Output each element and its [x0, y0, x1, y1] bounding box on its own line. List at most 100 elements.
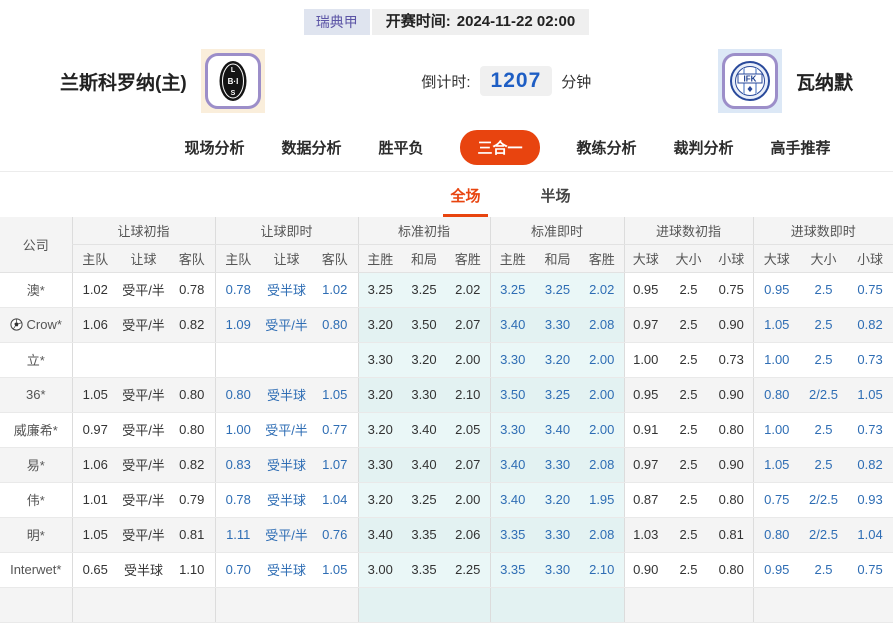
odds-cell[interactable]: 1.10	[169, 552, 215, 588]
company-cell[interactable]: 威廉希*	[0, 412, 72, 448]
odds-cell[interactable]: 0.87	[623, 482, 667, 518]
odds-cell[interactable]: 0.80	[169, 377, 215, 413]
company-cell[interactable]: 伟*	[0, 482, 72, 518]
odds-cell[interactable]: 3.40	[357, 517, 402, 553]
odds-cell[interactable]: 0.73	[710, 342, 754, 378]
odds-cell[interactable]: 0.70	[214, 552, 261, 588]
odds-cell[interactable]: 3.40	[489, 447, 535, 483]
odds-cell[interactable]: 3.30	[535, 552, 580, 588]
odds-cell[interactable]: 受平/半	[118, 482, 169, 518]
nav-tab-3[interactable]: 胜平负	[378, 140, 424, 157]
odds-cell[interactable]: 0.95	[752, 552, 801, 588]
odds-cell[interactable]: 2.5	[667, 412, 710, 448]
odds-cell[interactable]: 3.30	[357, 447, 402, 483]
odds-cell[interactable]: 1.04	[312, 482, 358, 518]
odds-cell[interactable]: 0.97	[71, 412, 118, 448]
odds-cell[interactable]: 3.00	[357, 552, 402, 588]
odds-cell[interactable]: 1.00	[752, 412, 801, 448]
odds-cell[interactable]: 3.25	[489, 272, 535, 308]
odds-cell[interactable]: 3.50	[489, 377, 535, 413]
odds-cell[interactable]: 3.30	[489, 412, 535, 448]
odds-cell[interactable]: 受平/半	[118, 412, 169, 448]
odds-cell[interactable]: 3.35	[402, 517, 446, 553]
odds-cell[interactable]: 2.5	[800, 342, 848, 378]
nav-tab-4[interactable]: 三合一	[460, 130, 540, 165]
odds-cell[interactable]: 受半球	[261, 377, 312, 413]
odds-cell[interactable]: 0.80	[710, 412, 754, 448]
odds-cell[interactable]: 2.5	[800, 307, 848, 343]
odds-cell[interactable]: 0.80	[710, 552, 754, 588]
odds-cell[interactable]: 0.95	[623, 377, 667, 413]
odds-cell[interactable]: 2.5	[667, 377, 710, 413]
odds-cell[interactable]: 2.00	[580, 412, 624, 448]
odds-cell[interactable]: 3.20	[357, 412, 402, 448]
odds-cell[interactable]: 受平/半	[118, 517, 169, 553]
odds-cell[interactable]: 0.76	[312, 517, 358, 553]
odds-cell[interactable]: 0.65	[71, 552, 118, 588]
odds-cell[interactable]: 0.75	[847, 552, 893, 588]
odds-cell[interactable]: 受半球	[261, 272, 312, 308]
odds-cell[interactable]: 1.03	[623, 517, 667, 553]
odds-cell[interactable]: 0.82	[847, 307, 893, 343]
odds-cell[interactable]: 2.07	[446, 307, 490, 343]
odds-cell[interactable]: 0.80	[312, 307, 358, 343]
odds-cell[interactable]: 3.40	[489, 482, 535, 518]
company-cell[interactable]: 明*	[0, 517, 72, 553]
odds-cell[interactable]: 0.82	[847, 447, 893, 483]
odds-cell[interactable]: 1.00	[214, 412, 261, 448]
odds-cell[interactable]: 2.5	[667, 342, 710, 378]
odds-cell[interactable]: 0.73	[847, 342, 893, 378]
odds-cell[interactable]: 2/2.5	[800, 517, 848, 553]
odds-cell[interactable]: 2.5	[800, 447, 848, 483]
odds-cell[interactable]: 3.25	[535, 272, 580, 308]
odds-cell[interactable]: 2.5	[667, 482, 710, 518]
odds-cell[interactable]: 0.81	[169, 517, 215, 553]
odds-cell[interactable]: 0.90	[710, 377, 754, 413]
odds-cell[interactable]: 0.80	[752, 377, 801, 413]
odds-cell[interactable]: 3.40	[402, 412, 446, 448]
odds-cell[interactable]: 3.30	[402, 377, 446, 413]
odds-cell[interactable]: 2.05	[446, 412, 490, 448]
odds-cell[interactable]: 3.30	[535, 307, 580, 343]
odds-cell[interactable]: 0.78	[214, 482, 261, 518]
odds-cell[interactable]: 3.20	[357, 482, 402, 518]
odds-cell[interactable]: 2/2.5	[800, 377, 848, 413]
odds-cell[interactable]: 3.50	[402, 307, 446, 343]
odds-cell[interactable]: 3.20	[357, 307, 402, 343]
odds-cell[interactable]: 2.5	[667, 447, 710, 483]
odds-cell[interactable]: 3.25	[402, 272, 446, 308]
odds-cell[interactable]: 0.80	[752, 517, 801, 553]
company-cell[interactable]: Interwet*	[0, 552, 72, 588]
odds-cell[interactable]: 2.08	[580, 307, 624, 343]
odds-cell[interactable]: 0.90	[710, 447, 754, 483]
company-cell[interactable]: 36*	[0, 377, 72, 413]
odds-cell[interactable]: 1.05	[312, 552, 358, 588]
odds-cell[interactable]: 1.05	[752, 307, 801, 343]
odds-cell[interactable]: 0.77	[312, 412, 358, 448]
odds-cell[interactable]: 1.06	[71, 447, 118, 483]
odds-cell[interactable]: 0.91	[623, 412, 667, 448]
odds-cell[interactable]: 3.30	[535, 517, 580, 553]
odds-cell[interactable]: 0.78	[169, 272, 215, 308]
odds-cell[interactable]: 1.09	[214, 307, 261, 343]
odds-cell[interactable]: 2.5	[800, 272, 848, 308]
odds-cell[interactable]: 1.02	[71, 272, 118, 308]
odds-cell[interactable]: 1.11	[214, 517, 261, 553]
odds-cell[interactable]: 受平/半	[118, 307, 169, 343]
odds-cell[interactable]: 1.00	[752, 342, 801, 378]
odds-cell[interactable]: 0.75	[710, 272, 754, 308]
odds-cell[interactable]: 0.81	[710, 517, 754, 553]
odds-cell[interactable]: 3.35	[489, 517, 535, 553]
odds-cell[interactable]: 0.95	[623, 272, 667, 308]
odds-cell[interactable]: 0.75	[752, 482, 801, 518]
odds-cell[interactable]: 0.78	[214, 272, 261, 308]
odds-cell[interactable]: 3.25	[535, 377, 580, 413]
odds-cell[interactable]: 1.05	[71, 517, 118, 553]
odds-cell[interactable]: 3.30	[535, 447, 580, 483]
odds-cell[interactable]: 3.20	[402, 342, 446, 378]
odds-cell[interactable]: 1.06	[71, 307, 118, 343]
odds-cell[interactable]: 0.97	[623, 307, 667, 343]
odds-cell[interactable]: 1.05	[847, 377, 893, 413]
odds-cell[interactable]: 3.25	[402, 482, 446, 518]
odds-cell[interactable]: 2.5	[667, 517, 710, 553]
